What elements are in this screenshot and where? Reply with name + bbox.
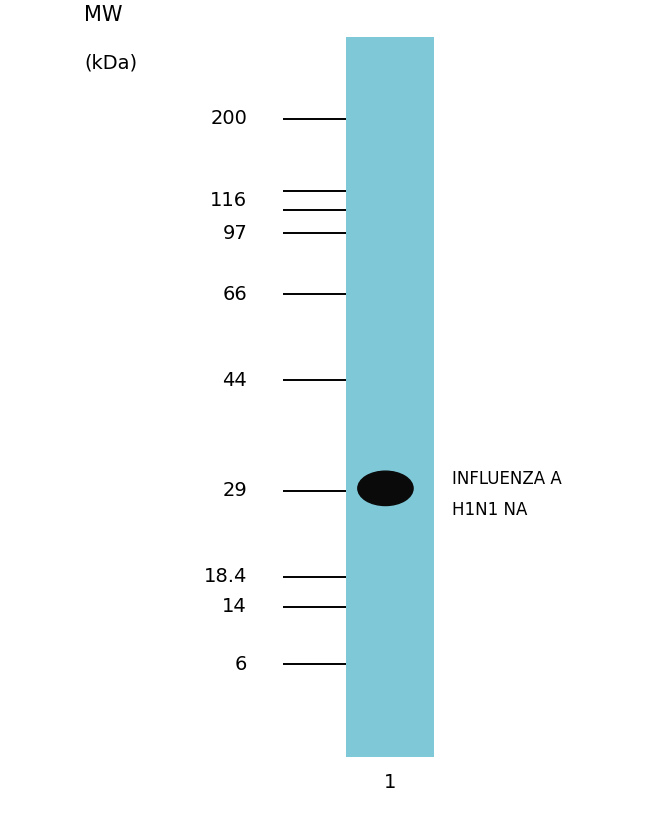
Text: 29: 29	[222, 481, 247, 501]
Text: 14: 14	[222, 597, 247, 617]
Text: 200: 200	[210, 109, 247, 128]
Text: 6: 6	[235, 654, 247, 674]
Text: MW: MW	[84, 5, 123, 25]
Text: 18.4: 18.4	[203, 567, 247, 587]
Bar	[346, 37, 434, 757]
Text: 1: 1	[384, 773, 396, 793]
Ellipse shape	[358, 471, 413, 506]
Text: 116: 116	[210, 191, 247, 210]
Text: 97: 97	[222, 223, 247, 243]
Text: INFLUENZA A: INFLUENZA A	[452, 470, 562, 488]
Text: (kDa): (kDa)	[84, 53, 138, 72]
Text: 66: 66	[222, 285, 247, 304]
Text: 44: 44	[222, 371, 247, 390]
Text: H1N1 NA: H1N1 NA	[452, 501, 527, 519]
